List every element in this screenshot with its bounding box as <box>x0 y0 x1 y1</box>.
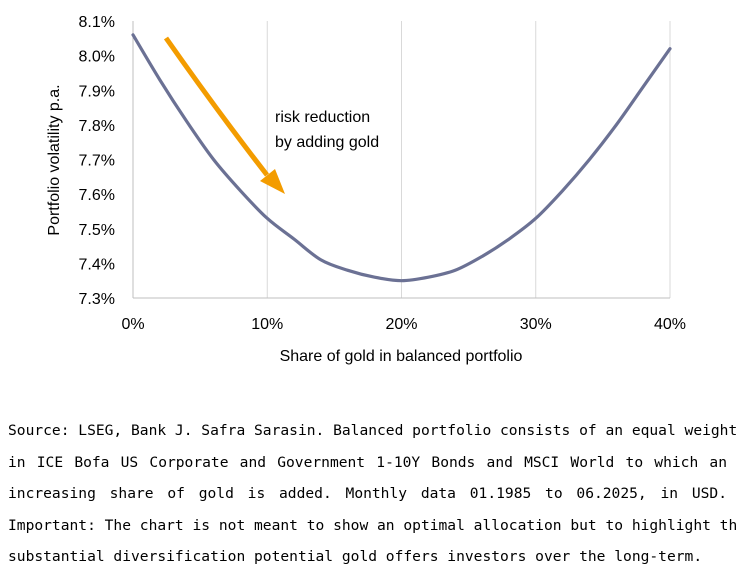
y-tick-label: 7.7% <box>79 153 115 170</box>
x-tick-label: 0% <box>121 316 144 333</box>
y-tick-label: 8.0% <box>79 49 115 66</box>
x-tick-label: 40% <box>654 316 686 333</box>
footnote-line-1: Source: LSEG, Bank J. Safra Sarasin. Bal… <box>8 422 737 439</box>
risk-reduction-arrow <box>163 36 285 194</box>
axes <box>132 21 670 299</box>
y-tick-label: 7.4% <box>79 256 115 273</box>
x-tick-label: 10% <box>251 316 283 333</box>
footnote-line-4: Important: The chart is not meant to sho… <box>8 516 737 534</box>
footnote-line-5: substantial diversification potential go… <box>8 548 703 565</box>
volatility-chart: 7.3% 7.4% 7.5% 7.6% 7.7% 7.8% 7.9% 8.0% 8.1% 0% 1… <box>46 14 686 365</box>
y-axis-title: Portfolio volatility p.a. <box>46 84 63 235</box>
y-tick-label: 7.3% <box>79 291 115 308</box>
x-axis-title: Share of gold in balanced portfolio <box>280 348 523 365</box>
x-tick-labels: 0% 10% 20% 30% 40% <box>121 316 686 333</box>
y-tick-label: 7.5% <box>79 222 115 239</box>
footnote-line-2: in ICE Bofa US Corporate and Government … <box>8 453 727 471</box>
y-tick-label: 7.6% <box>79 187 115 204</box>
y-tick-label: 7.8% <box>79 118 115 135</box>
arrow-head <box>260 169 285 194</box>
y-tick-label: 8.1% <box>79 14 115 31</box>
volatility-curve <box>131 33 672 283</box>
footnote-line-3: increasing share of gold is added. Month… <box>8 485 727 502</box>
source-footnote: Source: LSEG, Bank J. Safra Sarasin. Bal… <box>8 415 737 573</box>
y-tick-labels: 7.3% 7.4% 7.5% 7.6% 7.7% 7.8% 7.9% 8.0% 8.1% <box>79 14 115 308</box>
x-tick-label: 30% <box>520 316 552 333</box>
annotation-line-2: by adding gold <box>275 134 379 151</box>
y-tick-label: 7.9% <box>79 83 115 100</box>
arrow-shaft <box>163 36 269 177</box>
annotation-line-1: risk reduction <box>275 109 370 126</box>
grid-lines <box>266 21 671 298</box>
x-tick-label: 20% <box>385 316 417 333</box>
